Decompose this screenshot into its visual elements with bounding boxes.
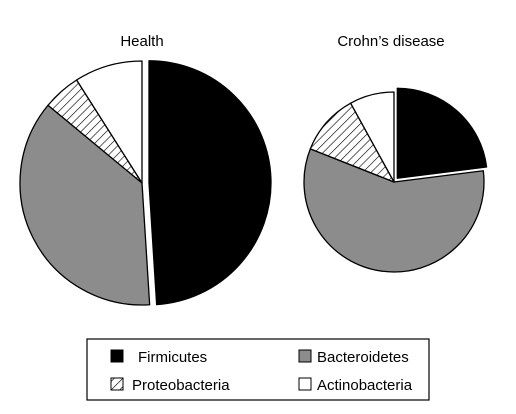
legend-item-actinobacteria: Actinobacteria xyxy=(298,377,413,394)
chart-title-health: Health xyxy=(120,33,163,50)
legend-item-proteobacteria: Proteobacteria xyxy=(110,377,230,394)
legend: Firmicutes Bacteroidetes Proteobacteria … xyxy=(86,338,430,401)
pie-slice-actinobacteria xyxy=(75,60,143,184)
pie-slice-firmicutes xyxy=(148,60,272,306)
legend-swatch-bacteroidetes xyxy=(298,349,312,363)
pie-slice-bacteroidetes xyxy=(19,104,151,306)
pie-chart-health: Health xyxy=(19,33,272,306)
legend-swatch-proteobacteria xyxy=(110,377,124,391)
legend-label-firmicutes: Firmicutes xyxy=(138,349,207,366)
pie-slice-actinobacteria xyxy=(349,91,395,183)
legend-label-bacteroidetes: Bacteroidetes xyxy=(317,349,409,366)
pie-chart-crohns-disease: Crohn’s disease xyxy=(303,33,488,273)
pie-slice-firmicutes xyxy=(396,87,488,179)
pie-slice-bacteroidetes xyxy=(303,148,485,273)
legend-item-firmicutes: Firmicutes xyxy=(110,349,207,366)
legend-frame xyxy=(86,338,430,401)
legend-swatch-firmicutes xyxy=(110,349,124,363)
legend-item-bacteroidetes: Bacteroidetes xyxy=(298,349,409,366)
legend-label-proteobacteria: Proteobacteria xyxy=(132,377,230,394)
legend-label-actinobacteria: Actinobacteria xyxy=(317,377,413,394)
legend-swatch-actinobacteria xyxy=(298,377,312,391)
chart-title-crohns-disease: Crohn’s disease xyxy=(337,33,444,50)
